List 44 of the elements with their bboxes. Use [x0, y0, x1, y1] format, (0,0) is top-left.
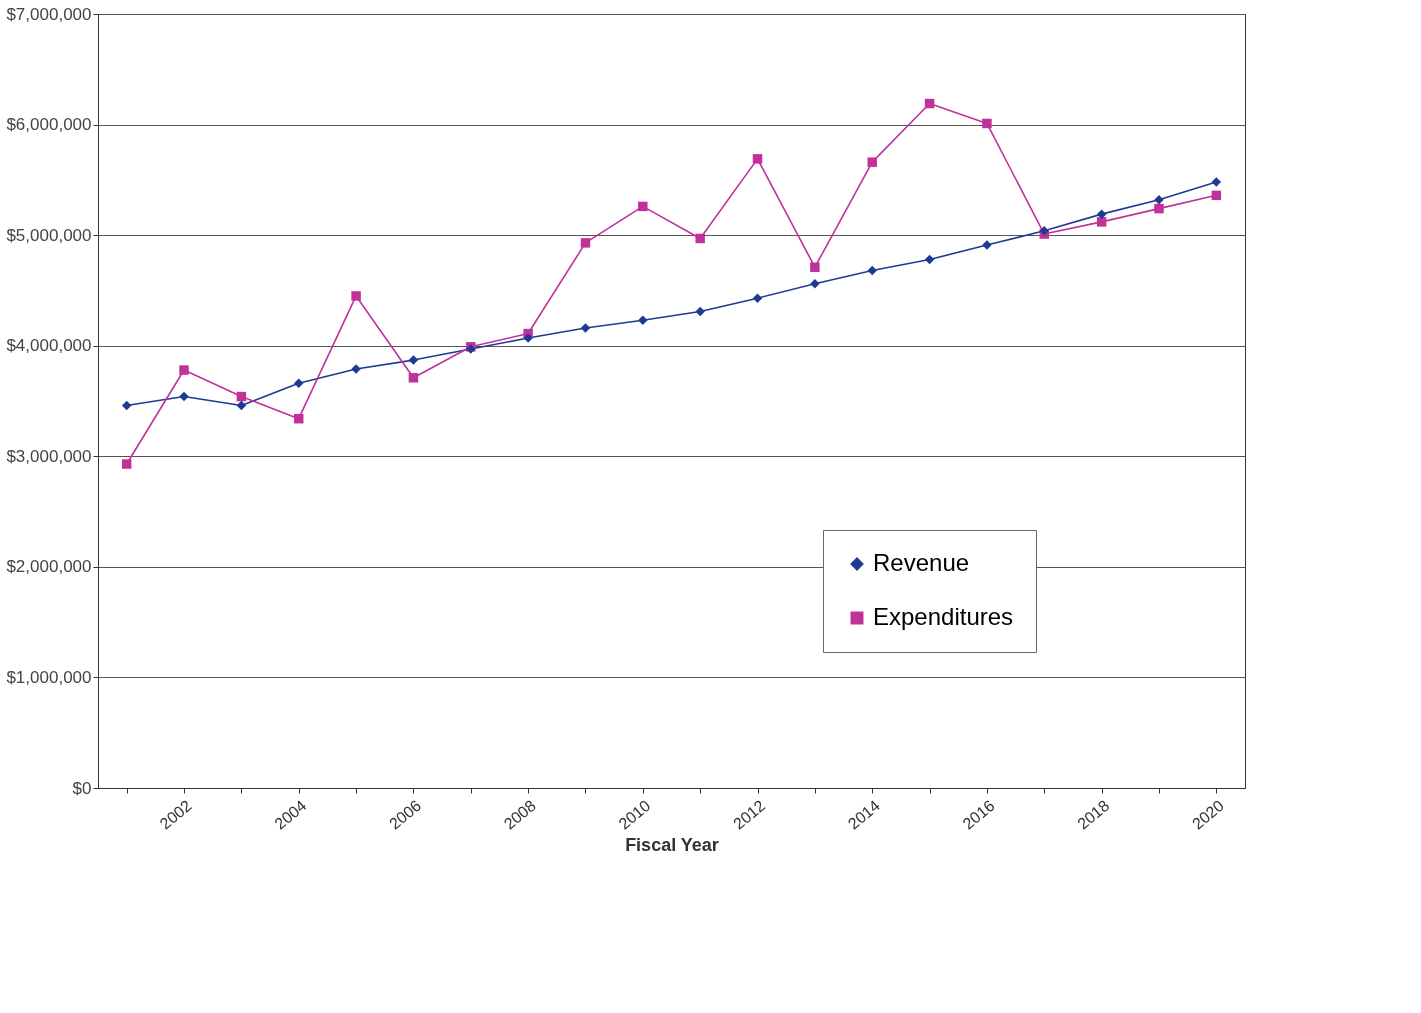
point — [236, 391, 247, 402]
y-tick-label: $7,000,000 — [6, 4, 92, 24]
legend-label: Expenditures — [873, 603, 1014, 630]
point — [867, 157, 877, 167]
point — [867, 265, 877, 276]
y-tick-label: $6,000,000 — [6, 115, 92, 135]
point — [580, 323, 591, 333]
point — [1096, 209, 1107, 219]
point — [408, 373, 419, 383]
x-axis-title: Fiscal Year — [625, 834, 719, 855]
point — [752, 154, 763, 164]
point — [810, 279, 820, 289]
point — [638, 315, 648, 326]
point — [982, 118, 992, 129]
point — [580, 238, 591, 248]
point — [752, 293, 763, 303]
y-tick-label: $1,000,000 — [6, 667, 92, 687]
y-tick-label: $4,000,000 — [6, 336, 92, 356]
point — [638, 201, 648, 212]
point — [1211, 190, 1222, 201]
point — [924, 254, 935, 265]
y-tick-label: $3,000,000 — [6, 446, 92, 466]
point — [924, 98, 935, 109]
point — [179, 391, 189, 402]
point — [1096, 217, 1107, 227]
point — [1154, 203, 1164, 214]
y-tick-label: $0 — [72, 778, 92, 798]
point — [121, 400, 132, 411]
y-tick-label: $2,000,000 — [6, 557, 92, 577]
point — [408, 355, 419, 365]
y-tick-label: $5,000,000 — [6, 225, 92, 245]
point — [179, 365, 189, 375]
point — [293, 378, 304, 389]
point — [695, 306, 705, 317]
point — [351, 291, 361, 301]
point — [1039, 225, 1050, 236]
point — [121, 459, 132, 469]
point — [1154, 195, 1164, 205]
point — [293, 413, 304, 424]
point — [810, 262, 820, 272]
legend-label: Revenue — [873, 549, 970, 576]
point — [1211, 177, 1222, 187]
point — [695, 233, 705, 244]
point — [236, 400, 247, 411]
